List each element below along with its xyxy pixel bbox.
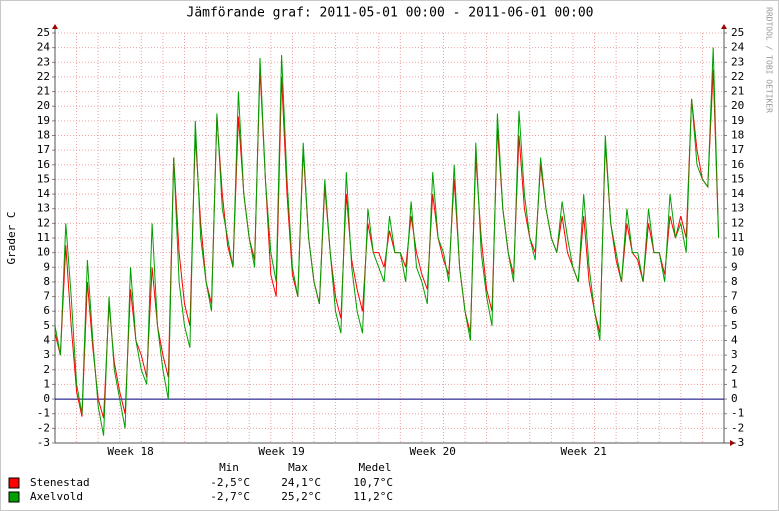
y-tick-label-right: 13 <box>731 202 744 215</box>
y-tick-label: 6 <box>43 304 50 317</box>
y-tick-label: 23 <box>37 55 50 68</box>
axis-arrow <box>52 24 58 29</box>
y-tick-label-right: 5 <box>731 319 738 332</box>
plot <box>54 47 720 436</box>
y-tick-label-right: 0 <box>731 392 738 405</box>
y-tick-label-right: 16 <box>731 158 744 171</box>
y-tick-label: 1 <box>43 377 50 390</box>
legend-stat: 10,7°C <box>353 476 393 489</box>
y-tick-label: 10 <box>37 246 50 259</box>
legend-label: Axelvold <box>30 490 83 503</box>
grid <box>52 24 735 446</box>
y-tick-label-right: 11 <box>731 231 744 244</box>
y-tick-label: 14 <box>37 187 51 200</box>
legend-stat: -2,5°C <box>210 476 250 489</box>
y-tick-label-right: 19 <box>731 114 744 127</box>
y-tick-label-right: 7 <box>731 290 738 303</box>
y-tick-label-right: 10 <box>731 246 744 259</box>
y-tick-label-right: 21 <box>731 85 744 98</box>
y-tick-label-right: 12 <box>731 216 744 229</box>
y-tick-label-right: 9 <box>731 260 738 273</box>
y-tick-label: 11 <box>37 231 50 244</box>
legend-header: Min <box>219 461 239 474</box>
y-axis-label: Grader C <box>5 212 18 265</box>
y-tick-label-right: -3 <box>731 436 744 449</box>
legend-header: Max <box>288 461 308 474</box>
y-tick-label: 21 <box>37 85 50 98</box>
x-tick-label: Week 19 <box>258 445 304 458</box>
y-tick-label: 12 <box>37 216 50 229</box>
y-tick-label: 15 <box>37 172 50 185</box>
legend-swatch <box>8 491 20 503</box>
y-tick-label: 17 <box>37 143 50 156</box>
y-tick-label: 24 <box>37 41 51 54</box>
y-tick-label: 9 <box>43 260 50 273</box>
y-tick-label: -3 <box>37 436 50 449</box>
y-tick-label-right: 2 <box>731 363 738 376</box>
y-tick-label-right: 25 <box>731 26 744 39</box>
y-tick-label: 0 <box>43 392 50 405</box>
y-tick-label-right: 15 <box>731 172 744 185</box>
y-tick-label-right: 22 <box>731 70 744 83</box>
y-tick-label: 4 <box>43 334 50 347</box>
y-tick-label: 8 <box>43 275 50 288</box>
y-tick-label: 19 <box>37 114 50 127</box>
y-tick-label: 3 <box>43 348 50 361</box>
y-tick-label-right: 18 <box>731 129 744 142</box>
y-tick-label-right: 23 <box>731 55 744 68</box>
y-tick-label-right: -1 <box>731 407 744 420</box>
y-tick-label-right: 24 <box>731 41 745 54</box>
y-tick-label-right: 20 <box>731 99 744 112</box>
x-tick-label: Week 21 <box>561 445 607 458</box>
y-tick-label: 16 <box>37 158 50 171</box>
legend-stat: 25,2°C <box>281 490 321 503</box>
y-tick-label: 5 <box>43 319 50 332</box>
chart-title: Jämförande graf: 2011-05-01 00:00 - 2011… <box>187 6 594 21</box>
y-tick-label: -2 <box>37 421 50 434</box>
y-tick-label-right: 1 <box>731 377 738 390</box>
x-tick-label: Week 20 <box>409 445 455 458</box>
x-tick-label: Week 18 <box>107 445 153 458</box>
legend-stat: -2,7°C <box>210 490 250 503</box>
y-tick-label: 22 <box>37 70 50 83</box>
legend-label: Stenestad <box>30 476 90 489</box>
y-tick-label-right: 4 <box>731 334 738 347</box>
legend-stat: 24,1°C <box>281 476 321 489</box>
legend-swatch <box>8 477 20 489</box>
y-tick-label-right: 6 <box>731 304 738 317</box>
y-tick-label-right: -2 <box>731 421 744 434</box>
y-tick-label: 2 <box>43 363 50 376</box>
y-tick-label-right: 14 <box>731 187 745 200</box>
axis-arrow <box>730 440 735 446</box>
y-tick-label: 13 <box>37 202 50 215</box>
y-tick-label: 25 <box>37 26 50 39</box>
series-line <box>54 47 720 436</box>
legend-header: Medel <box>358 461 391 474</box>
y-tick-label: 18 <box>37 129 50 142</box>
axis-arrow <box>721 24 727 29</box>
y-tick-label: 7 <box>43 290 50 303</box>
y-tick-label: 20 <box>37 99 50 112</box>
y-tick-label-right: 3 <box>731 348 738 361</box>
y-tick-label-right: 8 <box>731 275 738 288</box>
y-tick-label-right: 17 <box>731 143 744 156</box>
side-note: RRDTOOL / TOBI OETIKER <box>765 7 774 113</box>
y-tick-label: -1 <box>37 407 50 420</box>
legend-stat: 11,2°C <box>353 490 393 503</box>
